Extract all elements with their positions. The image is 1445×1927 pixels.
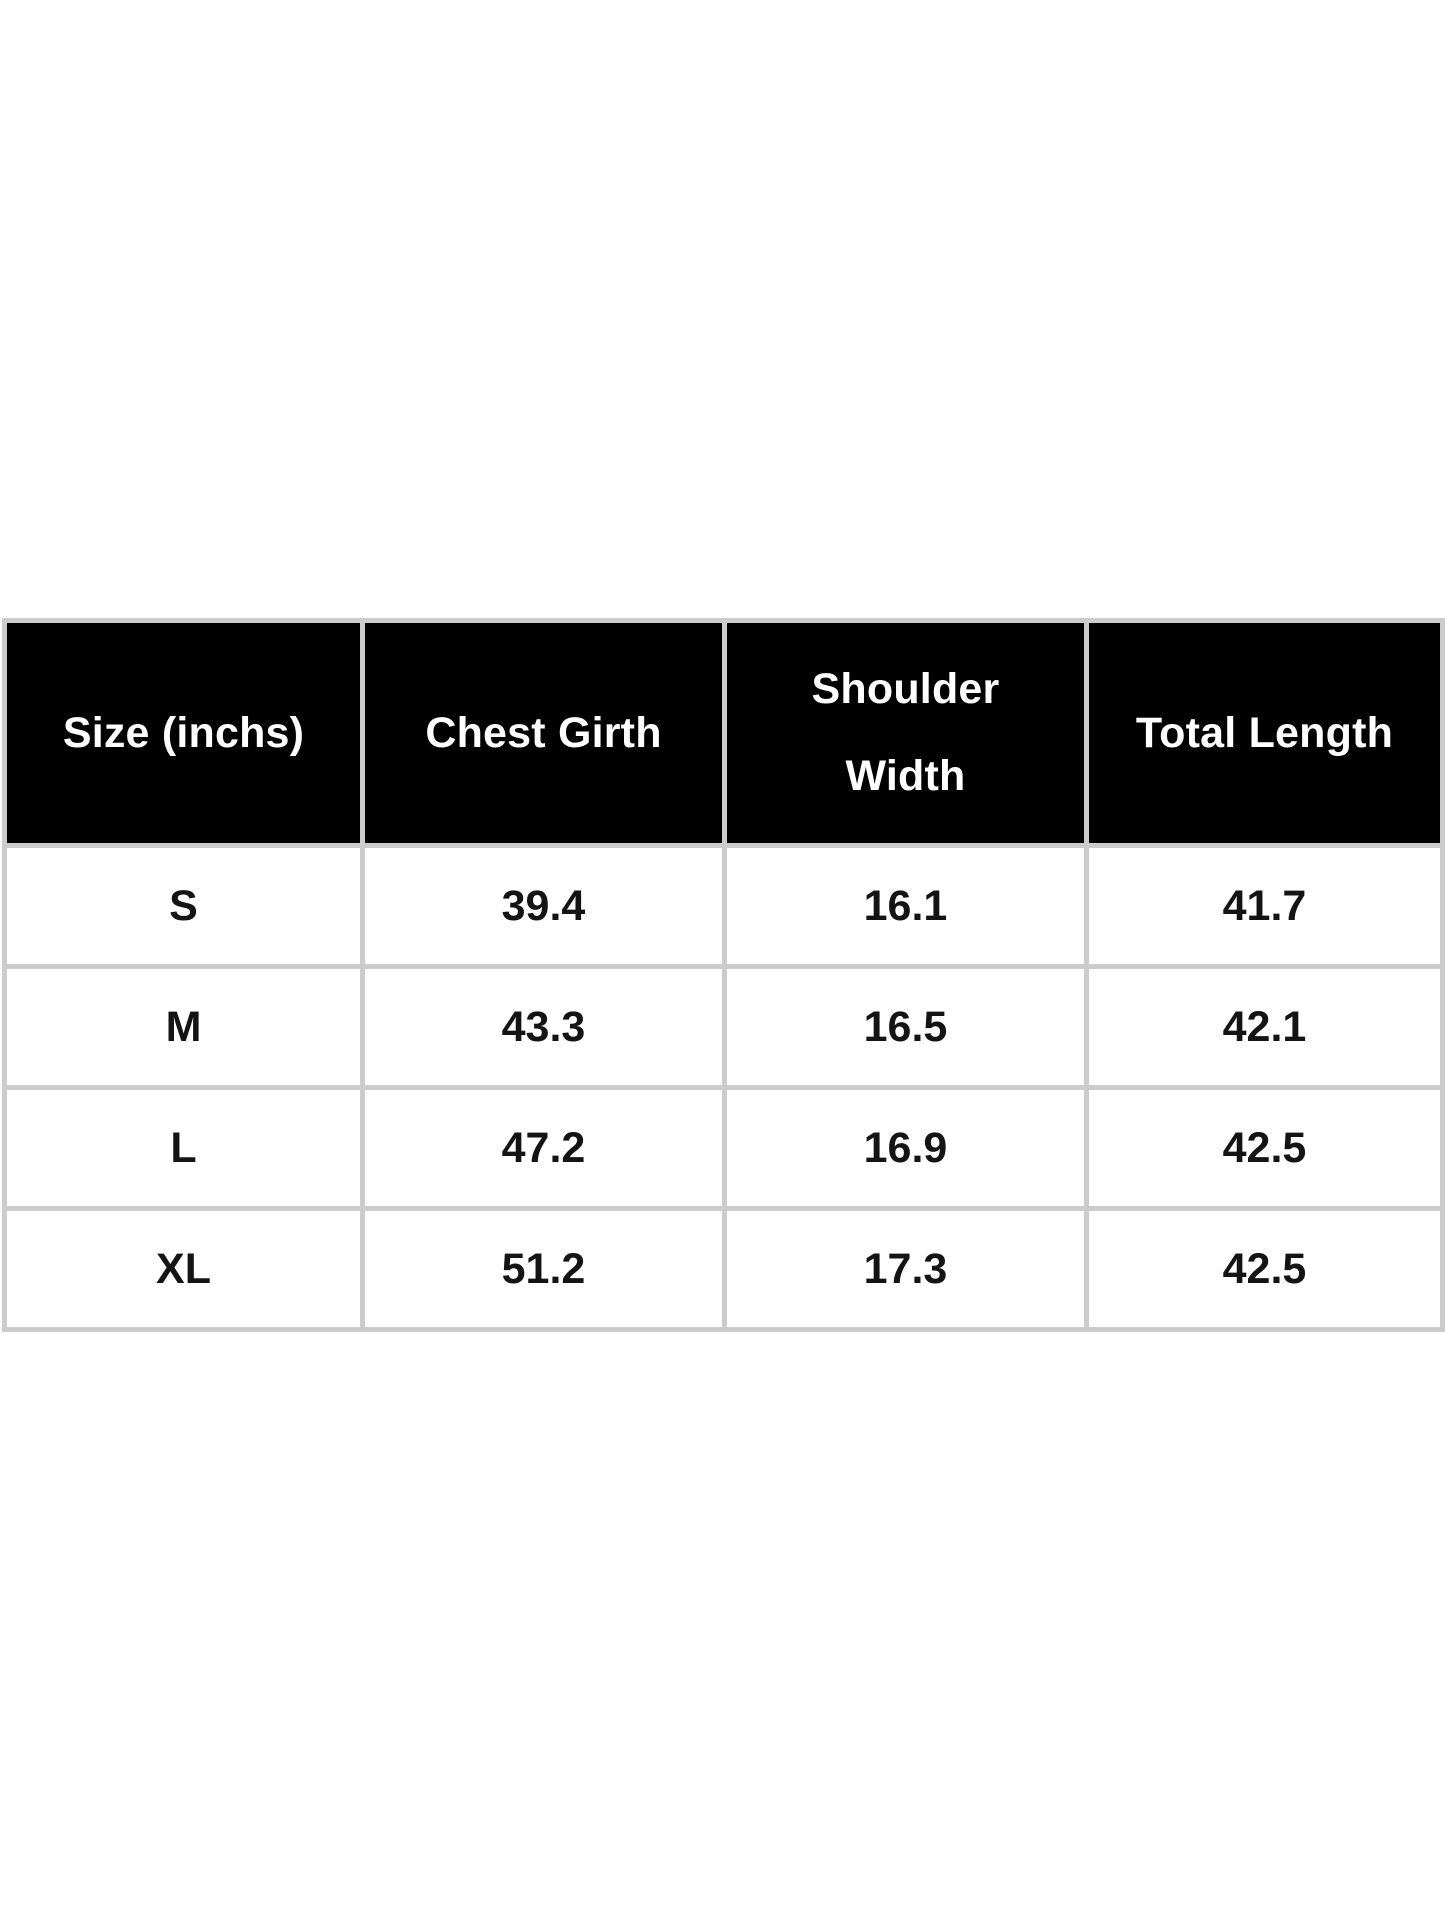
column-header-total-length-label: Total Length [1135, 708, 1394, 757]
cell-shoulder-width-text: 16.5 [863, 1002, 948, 1051]
column-header-size: Size (inchs) [2, 618, 365, 848]
cell-size-text: M [165, 1002, 202, 1051]
column-header-shoulder-width: Shoulder Width [722, 618, 1089, 848]
table-header: Size (inchs) Chest Girth Shoulder Width [2, 618, 1445, 848]
column-header-chest-girth: Chest Girth [360, 618, 727, 848]
cell-total-length-text: 42.5 [1222, 1123, 1307, 1172]
cell-chest-girth: 47.2 [360, 1085, 727, 1211]
cell-shoulder-width-text: 16.9 [863, 1123, 948, 1172]
cell-shoulder-width: 16.1 [722, 843, 1089, 969]
cell-size-text: XL [156, 1244, 211, 1293]
cell-chest-girth: 51.2 [360, 1206, 727, 1332]
cell-shoulder-width: 16.5 [722, 964, 1089, 1090]
column-header-shoulder-width-line1: Shoulder [811, 665, 1000, 713]
cell-chest-girth-text: 51.2 [501, 1244, 586, 1293]
cell-size-text: S [169, 881, 198, 930]
cell-total-length-text: 42.1 [1222, 1002, 1307, 1051]
cell-total-length: 42.1 [1084, 964, 1445, 1090]
cell-shoulder-width-text: 16.1 [863, 881, 948, 930]
cell-chest-girth: 39.4 [360, 843, 727, 969]
cell-chest-girth-text: 43.3 [501, 1002, 586, 1051]
cell-size: M [2, 964, 365, 1090]
cell-size: S [2, 843, 365, 969]
table-row: XL 51.2 17.3 42.5 [2, 1206, 1445, 1332]
column-header-size-label: Size (inchs) [62, 708, 305, 757]
cell-chest-girth-text: 47.2 [501, 1123, 586, 1172]
column-header-chest-girth-label: Chest Girth [425, 708, 662, 757]
cell-size-text: L [170, 1123, 197, 1172]
cell-shoulder-width-text: 17.3 [863, 1244, 948, 1293]
cell-shoulder-width: 17.3 [722, 1206, 1089, 1332]
cell-total-length: 42.5 [1084, 1085, 1445, 1211]
size-chart-table: Size (inchs) Chest Girth Shoulder Width [2, 618, 1445, 1332]
table-row: L 47.2 16.9 42.5 [2, 1085, 1445, 1211]
cell-chest-girth-text: 39.4 [501, 881, 586, 930]
header-row: Size (inchs) Chest Girth Shoulder Width [2, 618, 1445, 848]
cell-total-length: 42.5 [1084, 1206, 1445, 1332]
table-row: M 43.3 16.5 42.1 [2, 964, 1445, 1090]
table-row: S 39.4 16.1 41.7 [2, 843, 1445, 969]
column-header-shoulder-width-line2: Width [845, 752, 966, 800]
cell-size: L [2, 1085, 365, 1211]
cell-chest-girth: 43.3 [360, 964, 727, 1090]
column-header-total-length: Total Length [1084, 618, 1445, 848]
table-body: S 39.4 16.1 41.7 M 43.3 16.5 42.1 L 47.2… [2, 843, 1445, 1332]
cell-total-length: 41.7 [1084, 843, 1445, 969]
cell-shoulder-width: 16.9 [722, 1085, 1089, 1211]
cell-total-length-text: 41.7 [1222, 881, 1307, 930]
cell-size: XL [2, 1206, 365, 1332]
cell-total-length-text: 42.5 [1222, 1244, 1307, 1293]
